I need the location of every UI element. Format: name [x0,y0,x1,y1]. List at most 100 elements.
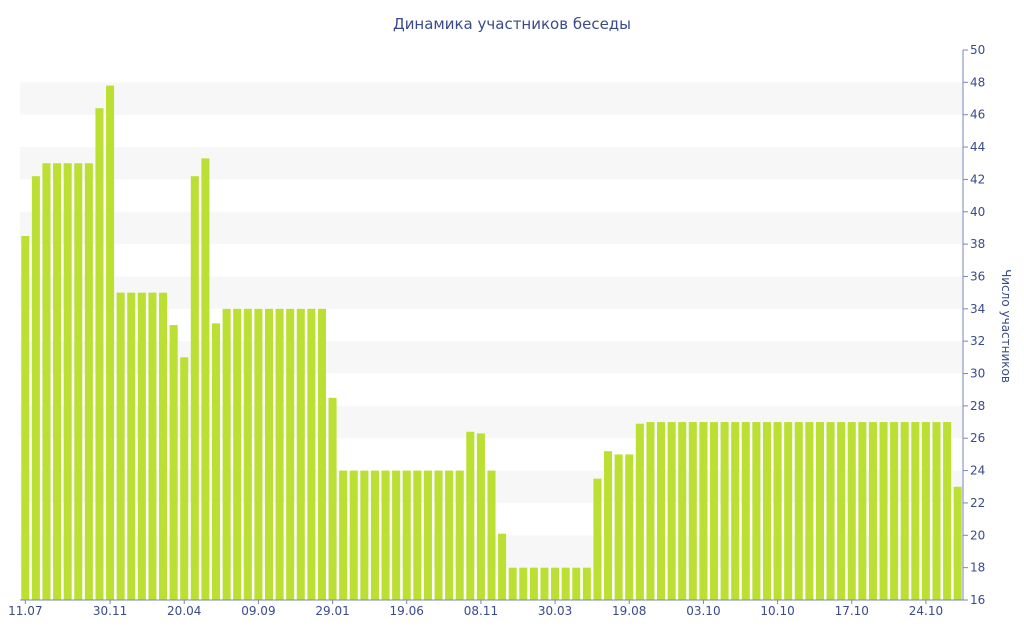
y-tick-label: 44 [970,140,985,154]
grid-band [20,211,963,245]
bar [53,163,62,601]
y-tick-label: 36 [970,269,985,283]
bar [455,470,464,600]
bar [582,567,591,600]
bar [264,308,274,600]
y-tick-label: 26 [970,431,985,445]
bar [572,567,581,600]
bar [381,470,390,600]
x-tick-label: 29.01 [315,604,349,618]
y-axis: 16 18 20 22 24 26 28 30 32 34 36 38 40 42 44 46 48 50 [962,43,985,607]
x-tick-label: 30.03 [538,604,572,618]
bar [349,470,358,600]
bar [614,454,623,600]
x-tick-label: 19.06 [390,604,424,618]
bar [190,176,199,600]
y-tick-label: 34 [970,302,985,316]
bar [286,308,295,600]
x-tick-label: 08.11 [464,604,498,618]
bar [487,470,496,600]
y-tick-label: 18 [970,561,985,575]
chart-title: Динамика участников беседы [393,15,631,33]
bar [127,292,136,600]
grid-band [20,82,963,115]
bar [657,422,666,600]
y-tick-label: 40 [970,205,985,219]
y-tick-label: 28 [970,399,985,413]
bar [688,422,697,600]
bar [868,422,877,600]
y-tick-label: 38 [970,237,985,251]
bar [413,470,422,600]
bar [953,486,962,600]
bar [667,422,676,600]
y-tick-label: 32 [970,334,985,348]
x-tick-label: 03.10 [686,604,720,618]
bar [169,325,178,600]
bar [370,470,379,600]
bar [847,422,856,600]
y-tick-label: 46 [970,108,985,122]
y-tick-label: 48 [970,75,985,89]
bar [423,470,432,600]
bar [741,422,750,600]
x-tick-label: 11.07 [8,604,42,618]
bar [890,422,899,600]
bar [678,422,687,600]
bar [222,308,231,600]
bar [784,422,793,600]
bar [21,236,30,600]
y-tick-label: 30 [970,367,985,381]
bar [604,451,613,600]
bar [275,308,284,600]
bar [445,470,454,600]
x-tick-label: 09.09 [241,604,275,618]
bar [625,454,634,600]
bar [434,470,443,600]
bar [328,397,337,600]
bar [74,163,83,601]
bar [731,422,740,600]
bar [84,163,93,601]
bar [826,422,835,600]
bar [900,422,909,600]
bar [296,308,305,600]
bar [773,422,782,600]
y-tick-label: 50 [970,43,985,57]
bar [31,176,40,600]
y-tick-label: 22 [970,496,985,510]
x-axis: 11.07 30.11 20.04 09.09 29.01 19.06 08.11 30.03… [8,599,963,618]
bar [699,422,708,600]
bar [148,292,157,600]
bar [317,308,326,600]
bar [879,422,888,600]
bar [943,422,952,600]
bar [116,292,125,600]
x-tick-label: 24.10 [909,604,943,618]
y-tick-label: 24 [970,464,985,478]
bar [593,478,602,600]
y-tick-label: 20 [970,528,985,542]
bar [762,422,772,600]
bar [254,308,263,600]
bar [476,433,485,600]
bar [837,422,846,600]
y-tick-label: 42 [970,172,985,186]
grid-band [20,276,963,309]
bar [159,292,168,600]
bar [402,470,411,600]
bar [201,158,210,600]
x-tick-label: 20.04 [167,604,201,618]
bar [106,85,115,601]
bar [498,533,507,600]
x-tick-label: 30.11 [93,604,127,618]
grid-band [20,147,963,180]
bar [709,422,719,600]
bar [635,423,644,600]
bar [815,422,824,600]
bar [95,108,104,601]
bar [233,308,242,600]
bar [540,567,549,600]
bar [794,422,803,600]
